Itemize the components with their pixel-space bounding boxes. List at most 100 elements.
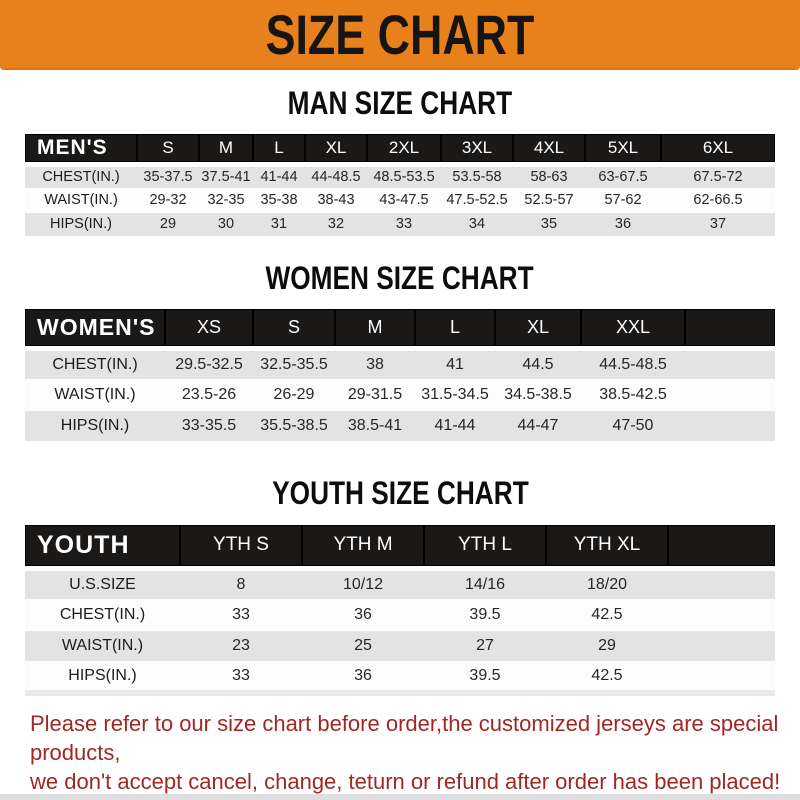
footer-note: Please refer to our size chart before or… [30,709,800,796]
note-line-2: we don't accept cancel, change, teturn o… [30,768,781,794]
size-cell: 33 [180,599,302,632]
size-cell: 33 [367,212,441,237]
size-cell: 42.5 [546,599,668,632]
column-header: XS [165,308,253,352]
size-cell: 35-37.5 [137,164,199,189]
size-cell: 35-38 [253,188,305,213]
filler-cell [668,599,775,632]
table-row: CHEST(IN.) 35-37.5 37.5-41 41-44 44-48.5… [25,164,775,189]
size-cell: 36 [585,212,661,237]
women-section-heading: WOMEN SIZE CHART [0,259,800,296]
men-table-title-cell: MEN'S [25,134,137,167]
size-cell: 44.5-48.5 [581,348,685,381]
filler-cell [685,410,775,443]
column-header: YTH S [180,524,302,572]
row-label-cell: WAIST(IN.) [25,630,180,663]
size-cell: 44-47 [495,410,581,443]
column-header: YTH XL [546,524,668,572]
size-cell: 31.5-34.5 [415,379,495,412]
row-label-cell: CHEST(IN.) [25,599,180,632]
women-table-title-cell: WOMEN'S [25,308,165,352]
size-cell: 8 [180,568,302,601]
table-row: CHEST(IN.) 29.5-32.5 32.5-35.5 38 41 44.… [25,348,775,381]
size-cell: 48.5-53.5 [367,164,441,189]
filler-cell [668,661,775,694]
size-cell: 10/12 [302,568,424,601]
size-cell: 57-62 [585,188,661,213]
size-cell: 35.5-38.5 [253,410,335,443]
men-size-table: MEN'S S M L XL 2XL 3XL 4XL 5XL 6XL CHEST… [25,134,775,237]
table-row: HIPS(IN.) 33-35.5 35.5-38.5 38.5-41 41-4… [25,410,775,443]
column-header: M [335,308,415,352]
men-section-heading: MAN SIZE CHART [0,85,800,121]
men-section-heading-text: MAN SIZE CHART [287,85,513,121]
table-row: WAIST(IN.) 29-32 32-35 35-38 38-43 43-47… [25,188,775,213]
banner: SIZE CHART [0,0,800,70]
size-cell: 41 [415,348,495,381]
table-row: HIPS(IN.) 33 36 39.5 42.5 [25,661,775,694]
column-header: 5XL [585,134,661,167]
size-cell: 31 [253,212,305,237]
size-cell: 32 [305,212,367,237]
column-header: L [415,308,495,352]
men-header-row: MEN'S S M L XL 2XL 3XL 4XL 5XL 6XL [25,134,775,167]
size-cell: 36 [302,599,424,632]
row-label-cell: HIPS(IN.) [25,410,165,443]
size-cell: 47-50 [581,410,685,443]
column-header: S [137,134,199,167]
youth-size-table: YOUTH YTH S YTH M YTH L YTH XL U.S.SIZE … [25,524,775,696]
size-cell: 29 [546,630,668,663]
filler-cell [685,348,775,381]
column-header: XL [305,134,367,167]
size-cell: 35 [513,212,585,237]
size-cell: 41-44 [253,164,305,189]
size-cell: 38.5-42.5 [581,379,685,412]
women-header-row: WOMEN'S XS S M L XL XXL [25,308,775,352]
size-cell: 39.5 [424,661,546,694]
size-cell: 67.5-72 [661,164,775,189]
size-cell: 37 [661,212,775,237]
size-cell: 29-32 [137,188,199,213]
size-cell: 52.5-57 [513,188,585,213]
size-cell: 41-44 [415,410,495,443]
size-cell: 26-29 [253,379,335,412]
youth-section-heading: YOUTH SIZE CHART [0,476,800,511]
size-cell: 42.5 [546,661,668,694]
size-cell: 27 [424,630,546,663]
size-cell: 29-31.5 [335,379,415,412]
column-header: M [199,134,253,167]
size-cell: 38 [335,348,415,381]
size-cell: 33 [180,661,302,694]
size-cell: 33-35.5 [165,410,253,443]
table-row: CHEST(IN.) 33 36 39.5 42.5 [25,599,775,632]
row-label-cell: HIPS(IN.) [25,212,137,237]
size-cell: 18/20 [546,568,668,601]
size-cell: 38-43 [305,188,367,213]
row-label-cell: WAIST(IN.) [25,379,165,412]
column-header: XXL [581,308,685,352]
youth-header-row: YOUTH YTH S YTH M YTH L YTH XL [25,524,775,572]
filler-cell [668,524,775,572]
size-cell: 39.5 [424,599,546,632]
size-cell: 23.5-26 [165,379,253,412]
column-header: 3XL [441,134,513,167]
size-cell: 14/16 [424,568,546,601]
size-cell: 53.5-58 [441,164,513,189]
filler-cell [668,630,775,663]
column-header: 4XL [513,134,585,167]
size-cell: 43-47.5 [367,188,441,213]
size-cell: 34 [441,212,513,237]
filler-cell [685,379,775,412]
women-section-heading-text: WOMEN SIZE CHART [265,259,535,296]
size-cell: 29.5-32.5 [165,348,253,381]
size-cell: 44.5 [495,348,581,381]
size-cell: 37.5-41 [199,164,253,189]
size-cell: 47.5-52.5 [441,188,513,213]
row-label-cell: U.S.SIZE [25,568,180,601]
size-cell: 32-35 [199,188,253,213]
size-cell: 58-63 [513,164,585,189]
row-label-cell: HIPS(IN.) [25,661,180,694]
column-header: XL [495,308,581,352]
page-title: SIZE CHART [265,3,535,66]
